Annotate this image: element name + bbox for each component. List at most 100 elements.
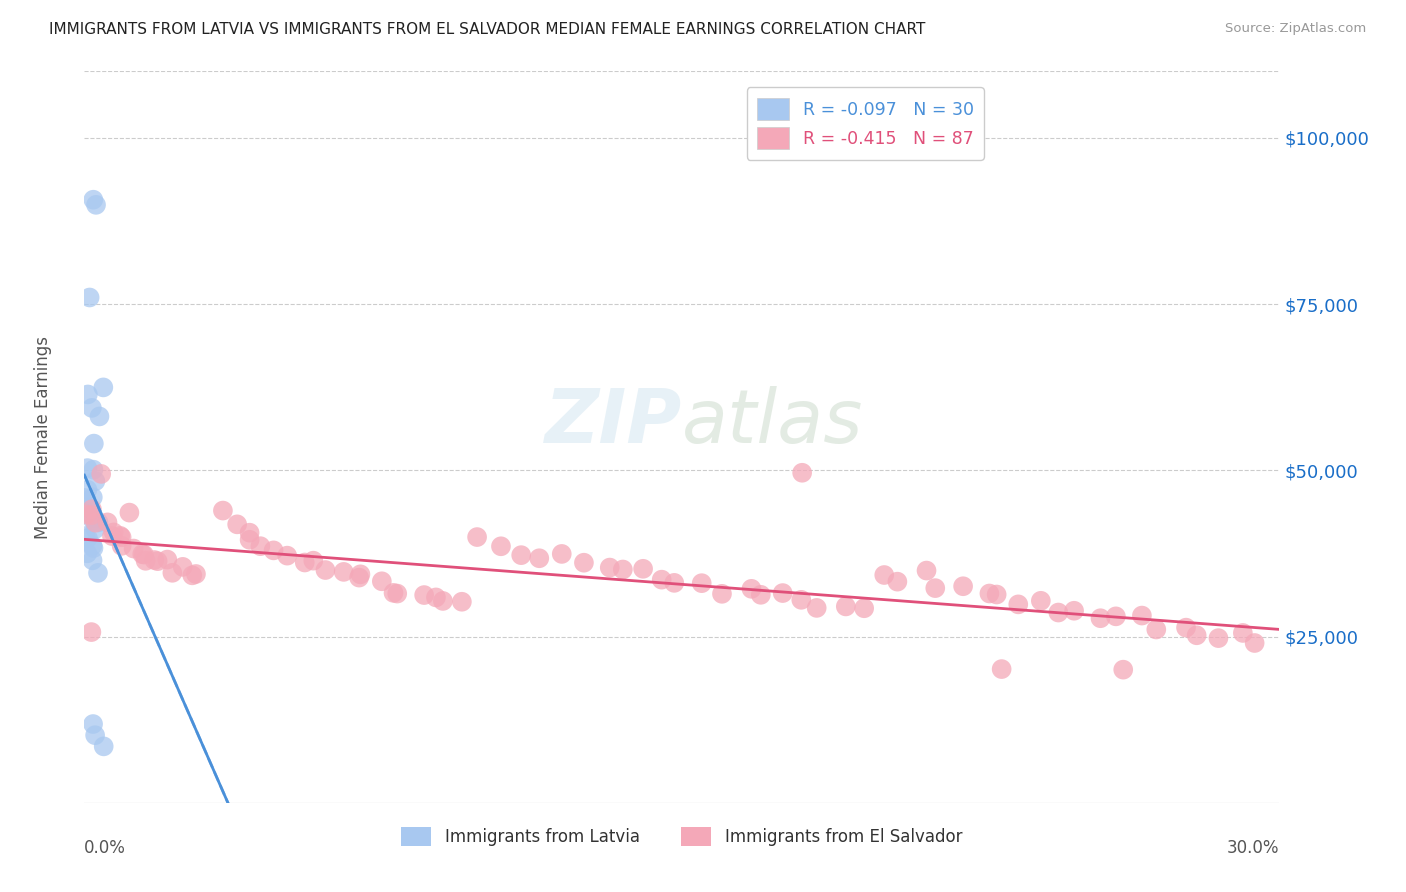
Point — [101, 529, 124, 543]
Point — [1175, 621, 1198, 635]
Point — [690, 576, 713, 591]
Point — [1105, 609, 1128, 624]
Point — [76, 483, 98, 497]
Text: atlas: atlas — [682, 386, 863, 458]
Point — [82, 463, 104, 477]
Point — [83, 436, 105, 450]
Point — [276, 549, 298, 563]
Point — [84, 516, 107, 530]
Point — [212, 503, 235, 517]
Point — [382, 586, 405, 600]
Point — [110, 529, 132, 543]
Point — [990, 662, 1012, 676]
Point — [84, 198, 107, 212]
Point — [631, 562, 654, 576]
Point — [1112, 663, 1135, 677]
Point — [1208, 631, 1230, 645]
Point — [90, 467, 112, 481]
Point — [599, 560, 621, 574]
Point — [73, 491, 96, 505]
Point — [1007, 598, 1029, 612]
Point — [529, 551, 551, 566]
Point — [1063, 604, 1085, 618]
Point — [572, 556, 595, 570]
Point — [1144, 623, 1167, 637]
Point — [451, 595, 474, 609]
Point — [91, 380, 114, 394]
Point — [111, 530, 134, 544]
Point — [122, 541, 145, 556]
Point — [551, 547, 574, 561]
Point — [77, 387, 100, 401]
Point — [924, 581, 946, 595]
Point — [82, 513, 104, 527]
Legend: Immigrants from Latvia, Immigrants from El Salvador: Immigrants from Latvia, Immigrants from … — [395, 821, 969, 853]
Point — [465, 530, 488, 544]
Point — [132, 548, 155, 562]
Point — [82, 553, 104, 567]
Point — [792, 466, 814, 480]
Point — [979, 586, 1001, 600]
Point — [181, 568, 204, 582]
Point — [118, 506, 141, 520]
Point — [76, 461, 98, 475]
Point — [806, 600, 828, 615]
Text: Median Female Earnings: Median Female Earnings — [34, 335, 52, 539]
Point — [89, 409, 111, 424]
Point — [1029, 594, 1052, 608]
Point — [82, 539, 104, 553]
Point — [612, 562, 634, 576]
Point — [347, 571, 370, 585]
Text: ZIP: ZIP — [544, 386, 682, 459]
Point — [413, 588, 436, 602]
Point — [1185, 628, 1208, 642]
Point — [135, 554, 157, 568]
Point — [432, 594, 454, 608]
Point — [83, 511, 105, 525]
Point — [651, 573, 673, 587]
Text: 0.0%: 0.0% — [84, 839, 127, 857]
Point — [76, 546, 98, 560]
Point — [172, 560, 194, 574]
Point — [184, 566, 207, 581]
Point — [82, 193, 104, 207]
Point — [425, 591, 447, 605]
Point — [80, 625, 103, 640]
Point — [1243, 636, 1265, 650]
Point — [93, 739, 115, 754]
Point — [853, 601, 876, 615]
Point — [772, 586, 794, 600]
Point — [314, 563, 336, 577]
Point — [131, 547, 153, 561]
Point — [249, 539, 271, 553]
Point — [87, 516, 110, 530]
Point — [75, 529, 97, 543]
Point — [143, 553, 166, 567]
Point — [835, 599, 858, 614]
Point — [80, 502, 103, 516]
Point — [986, 587, 1008, 601]
Point — [387, 586, 409, 600]
Point — [371, 574, 394, 589]
Point — [1090, 611, 1112, 625]
Point — [77, 531, 100, 545]
Point — [294, 556, 316, 570]
Point — [146, 554, 169, 568]
Point — [162, 566, 184, 580]
Point — [82, 717, 104, 731]
Point — [76, 506, 98, 520]
Text: IMMIGRANTS FROM LATVIA VS IMMIGRANTS FROM EL SALVADOR MEDIAN FEMALE EARNINGS COR: IMMIGRANTS FROM LATVIA VS IMMIGRANTS FRO… — [49, 22, 925, 37]
Point — [332, 565, 354, 579]
Point — [156, 552, 179, 566]
Point — [740, 582, 762, 596]
Point — [75, 508, 97, 522]
Point — [96, 516, 118, 530]
Point — [84, 522, 107, 536]
Point — [80, 508, 103, 523]
Text: Source: ZipAtlas.com: Source: ZipAtlas.com — [1226, 22, 1367, 36]
Point — [226, 517, 249, 532]
Point — [111, 539, 134, 553]
Point — [82, 491, 104, 505]
Point — [84, 474, 107, 488]
Point — [664, 575, 686, 590]
